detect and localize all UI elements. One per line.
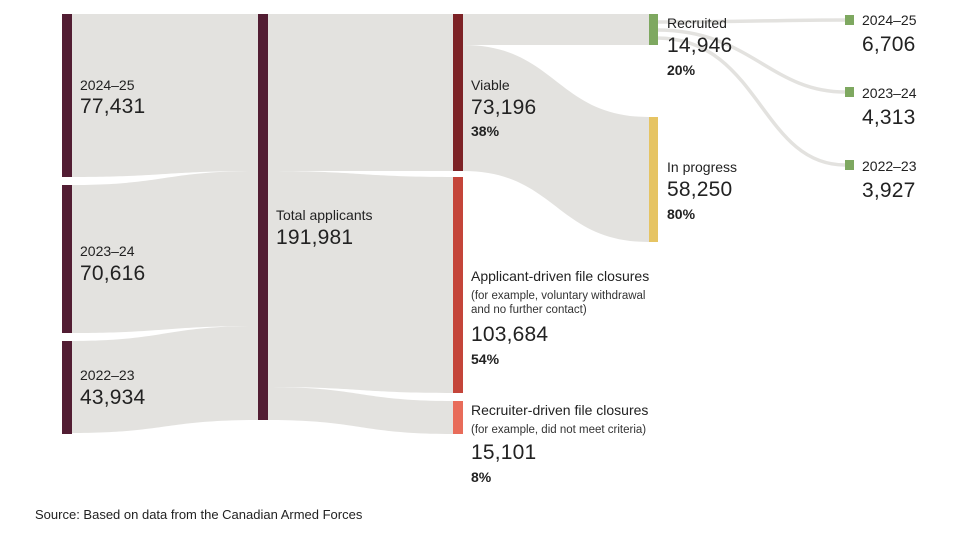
node-applicant-closures [453, 177, 463, 393]
recruiter-closures-note: (for example, did not meet criteria) [471, 424, 647, 436]
in-progress-label: In progress [667, 159, 738, 175]
node-total-applicants [258, 14, 268, 420]
in-progress-value: 58,250 [667, 178, 733, 201]
flow-2024-25-to-total [71, 14, 259, 177]
node-recruited-2024-25 [845, 15, 854, 25]
recruiter-closures-label: Recruiter-driven file closures [471, 402, 649, 418]
flow-viable-to-recruited [463, 14, 649, 45]
node-in-progress [649, 117, 658, 242]
node-recruiter-closures [453, 401, 463, 434]
source-note: Source: Based on data from the Canadian … [35, 507, 363, 522]
applicant-closures-label: Applicant-driven file closures [471, 268, 650, 284]
node-2022-23 [62, 341, 72, 434]
recruited-label: Recruited [667, 15, 727, 31]
node-recruited-2022-23 [845, 160, 854, 170]
recruited-year-label-2023-24: 2023–24 [862, 85, 917, 101]
flow-recruited-to-2024-25 [656, 18, 846, 24]
viable-value: 73,196 [471, 96, 537, 119]
viable-label: Viable [471, 77, 510, 93]
in-progress-percent: 80% [667, 206, 696, 222]
total-applicants-label: Total applicants [276, 207, 373, 223]
viable-percent: 38% [471, 123, 500, 139]
year-label-2022-23: 2022–23 [80, 367, 135, 383]
flow-2023-24-to-total [71, 171, 259, 333]
flow-total-to-recruiter [267, 387, 453, 434]
year-label-2023-24: 2023–24 [80, 243, 135, 259]
applicant-closures-note-line2: and no further contact) [471, 304, 587, 316]
nodes [62, 14, 854, 434]
applicant-closures-value: 103,684 [471, 323, 549, 346]
flow-total-to-applicant [267, 171, 453, 393]
year-value-2022-23: 43,934 [80, 386, 146, 409]
flows [71, 14, 846, 434]
recruited-year-value-2022-23: 3,927 [862, 179, 916, 202]
flow-total-to-viable [267, 14, 453, 171]
flow-recruited-to-2022-23 [656, 36, 846, 167]
node-2023-24 [62, 185, 72, 333]
node-recruited-2023-24 [845, 87, 854, 97]
recruited-year-label-2022-23: 2022–23 [862, 158, 917, 174]
flow-viable-to-in-progress [463, 45, 649, 242]
recruited-value: 14,946 [667, 34, 733, 57]
year-value-2023-24: 70,616 [80, 262, 146, 285]
applicant-closures-percent: 54% [471, 351, 500, 367]
recruited-year-value-2023-24: 4,313 [862, 106, 916, 129]
flow-recruited-to-2023-24 [656, 28, 846, 94]
year-value-2024-25: 77,431 [80, 95, 146, 118]
node-viable [453, 14, 463, 171]
flow-2022-23-to-total [71, 326, 259, 433]
recruiter-closures-value: 15,101 [471, 441, 537, 464]
recruited-year-value-2024-25: 6,706 [862, 33, 916, 56]
applicant-closures-note-line1: (for example, voluntary withdrawal [471, 290, 646, 302]
node-recruited [649, 14, 658, 45]
total-applicants-value: 191,981 [276, 226, 354, 249]
recruited-year-label-2024-25: 2024–25 [862, 12, 917, 28]
node-2024-25 [62, 14, 72, 177]
year-label-2024-25: 2024–25 [80, 77, 135, 93]
recruited-percent: 20% [667, 62, 696, 78]
recruiter-closures-percent: 8% [471, 469, 492, 485]
